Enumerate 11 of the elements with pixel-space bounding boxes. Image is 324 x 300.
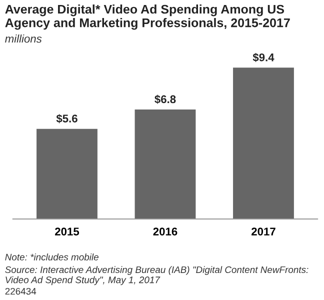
text: 226434: [5, 288, 36, 295]
data-label: $6.8: [154, 94, 176, 104]
x-tick-label: 2017: [252, 228, 276, 236]
x-tick-label: 2016: [153, 228, 178, 236]
chart-title: Average Digital* Video Ad Spending Among US Agency and Marketing Professionals, 2015-2017: [5, 4, 290, 30]
x-tick-label: 2015: [55, 228, 80, 236]
text: Note: *includes mobile: [5, 254, 98, 260]
data-label: $9.4: [252, 52, 274, 62]
data-label: $5.6: [56, 114, 78, 124]
source-note: Source: Interactive Advertising Bureau (IAB) "Digital Content NewFronts: Video Ad Spend Study", May 1, 2017: [5, 266, 308, 286]
chart-subtitle: millions: [5, 34, 42, 43]
